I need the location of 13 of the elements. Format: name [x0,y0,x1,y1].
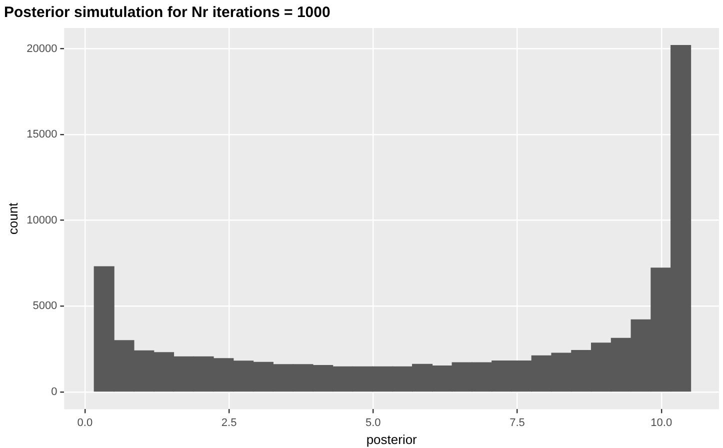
y-tick-label: 20000 [26,42,58,55]
chart-title: Posterior simutulation for Nr iterations = 1000 [4,4,330,22]
x-tick-label: 7.5 [510,416,525,429]
y-tick-label: 15000 [26,128,58,141]
y-tick-label: 5000 [32,300,58,312]
x-tick-label: 5.0 [366,416,381,429]
y-tick-label: 10000 [26,214,58,226]
x-tick-label: 10.0 [650,416,672,429]
x-tick-label: 0.0 [77,416,93,429]
y-tick-label: 0 [51,386,58,398]
x-tick-label: 2.5 [221,416,237,429]
y-axis-title: count [5,202,20,235]
x-axis-title: posterior [366,432,418,447]
